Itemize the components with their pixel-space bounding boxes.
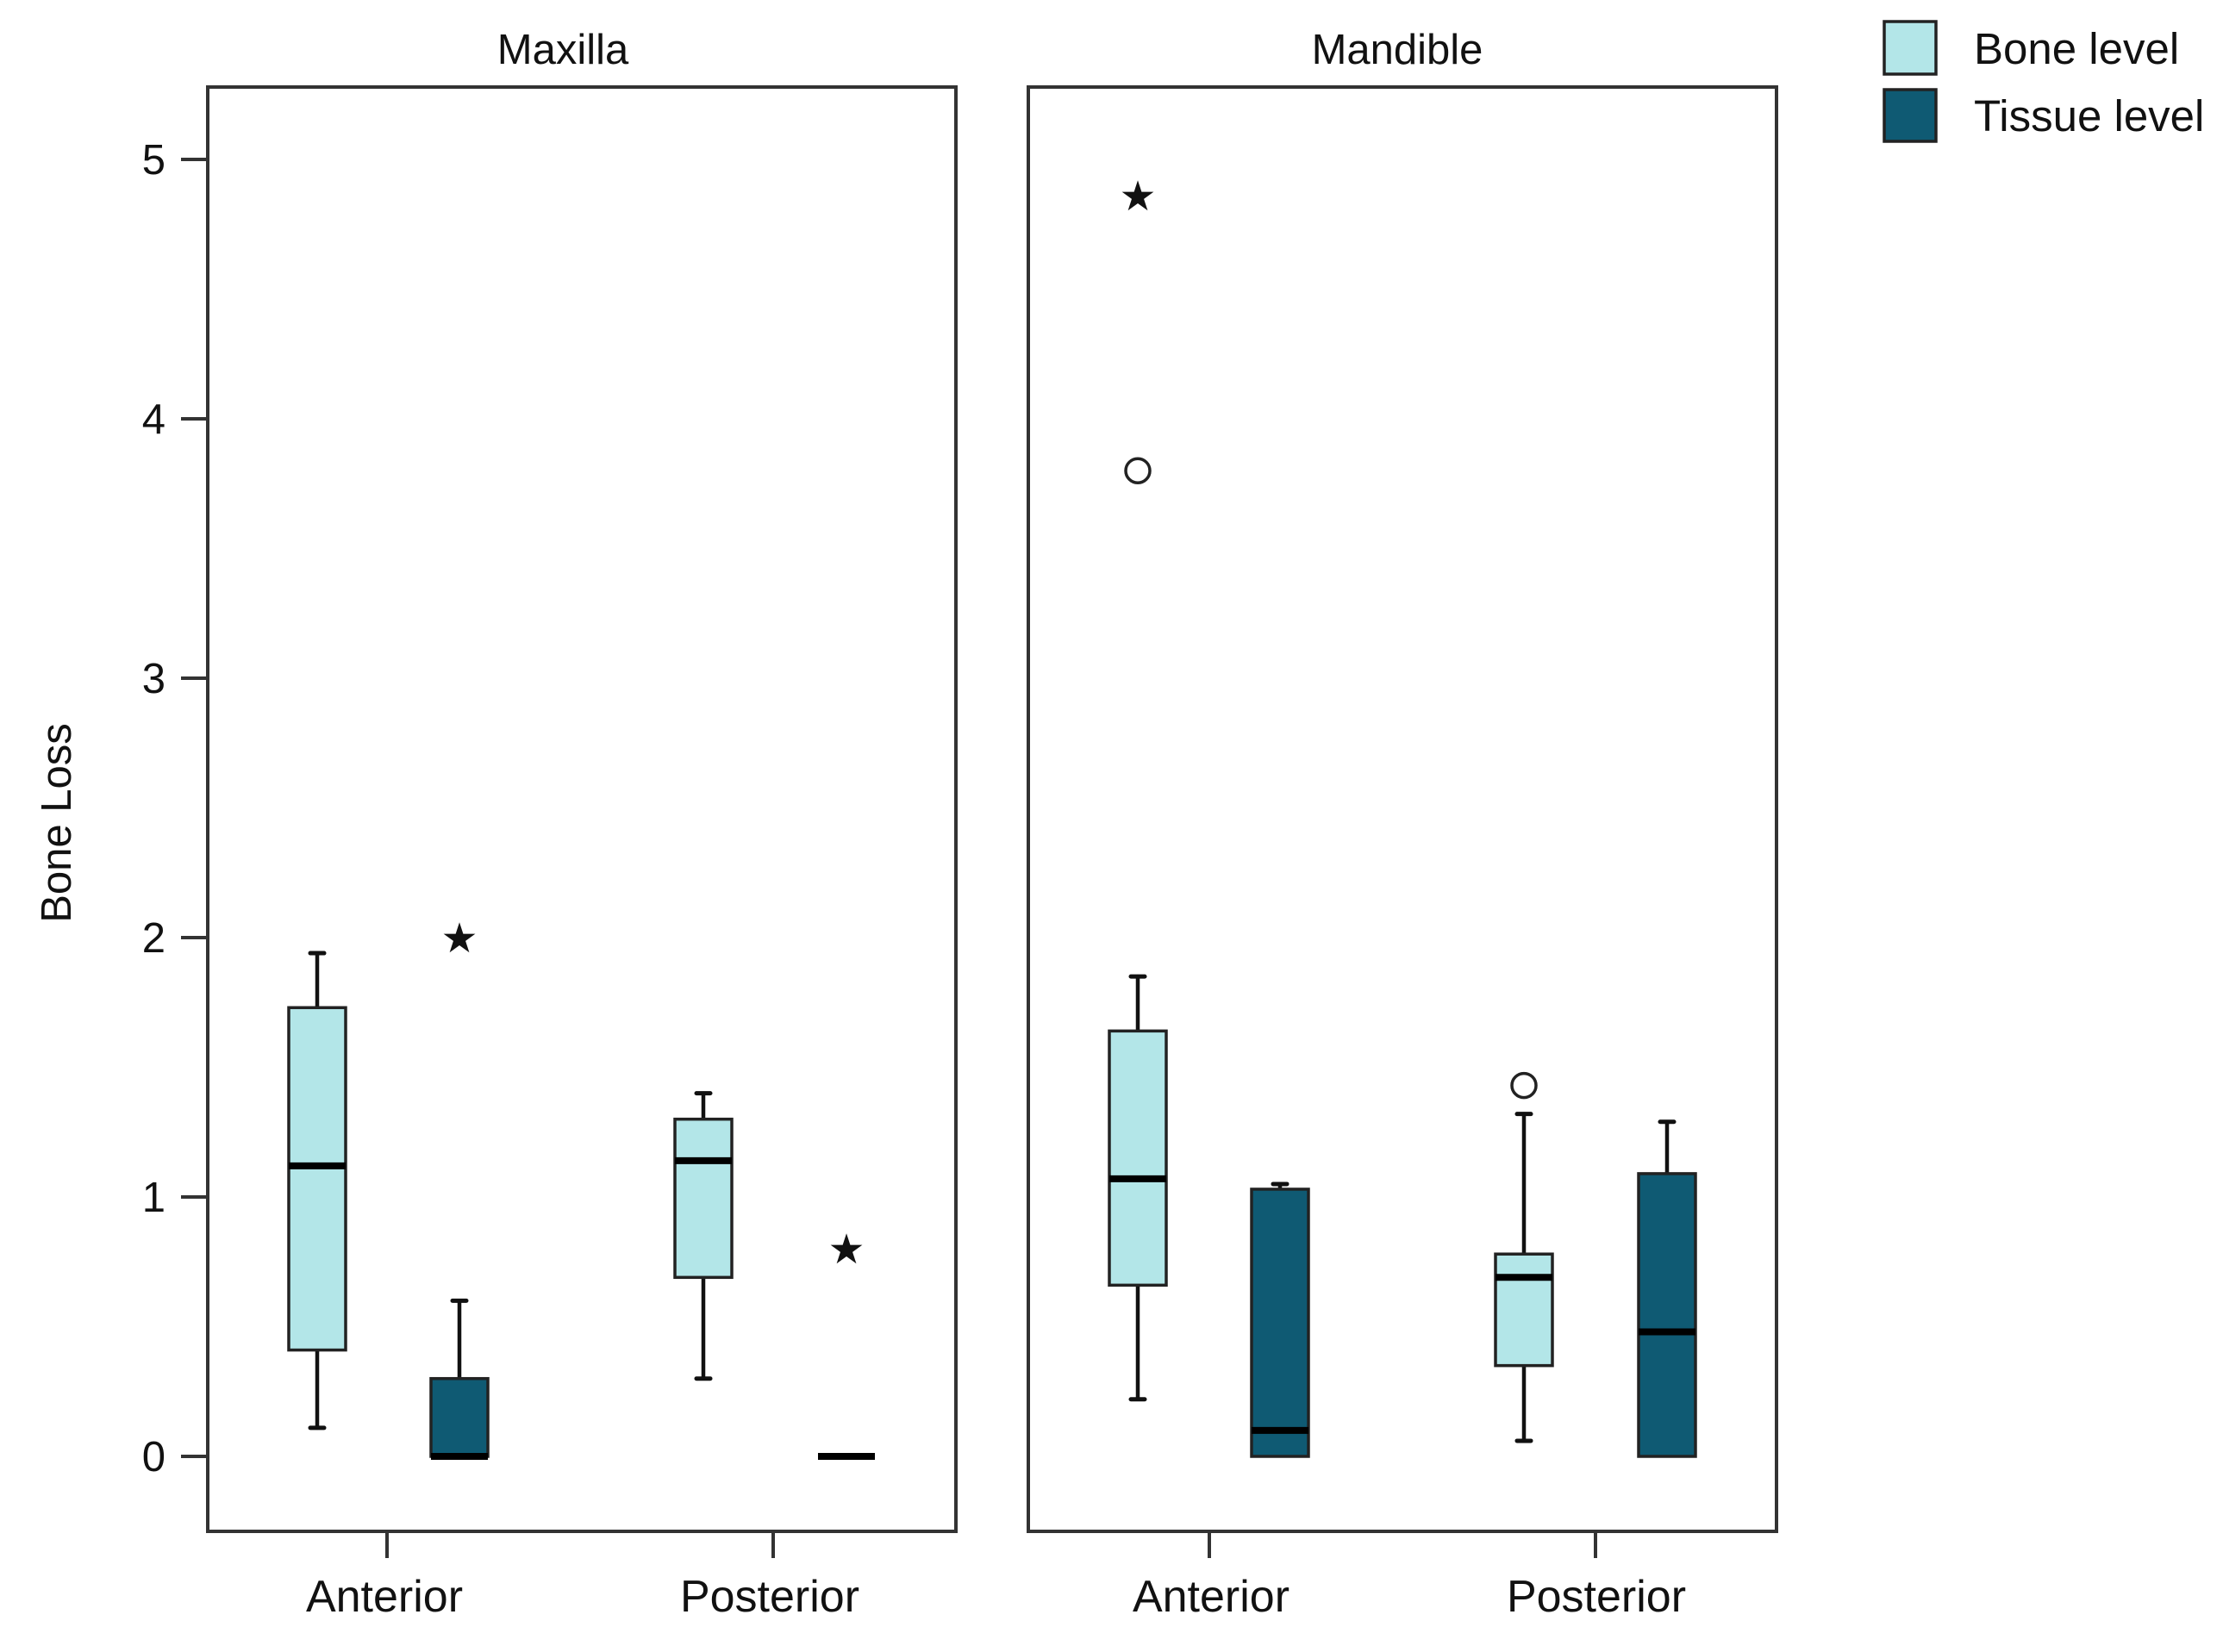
ytick-label-2: 2 (142, 915, 165, 962)
legend-swatch-tissue-level (1883, 88, 1938, 143)
box-mandible-anterior-bone-level: ★ (1108, 172, 1168, 1402)
box-body-maxilla-posterior-bone-level (673, 1117, 734, 1280)
outlier-star-mandible-anterior-bone-level-1: ★ (1119, 172, 1156, 221)
ytick-label-1: 1 (142, 1175, 165, 1221)
y-axis-label: Bone Loss (34, 723, 80, 923)
panel-mandible: Mandible Anterior Posterior ★ (1027, 27, 1778, 1622)
outlier-circle-mandible-posterior-bone-level-0 (1510, 1071, 1538, 1100)
box-body-maxilla-anterior-tissue-level (429, 1376, 490, 1458)
box-body-mandible-anterior-bone-level (1108, 1029, 1168, 1287)
panel-maxilla: Maxilla Anterior Posterior ★★ (206, 27, 958, 1622)
panel-maxilla-xtick-anterior: Anterior (306, 1572, 463, 1622)
ytick-label-0: 0 (142, 1434, 165, 1481)
box-mandible-posterior-tissue-level (1637, 1119, 1697, 1458)
outlier-circle-mandible-anterior-bone-level-0 (1124, 457, 1152, 484)
panel-maxilla-title: Maxilla (497, 27, 629, 73)
box-maxilla-anterior-tissue-level: ★ (429, 914, 490, 1460)
ytick-label-5: 5 (142, 137, 165, 184)
box-maxilla-anterior-bone-level (287, 951, 347, 1431)
y-axis: 0 1 2 3 4 5 (142, 137, 208, 1481)
legend-label-tissue-level: Tissue level (1974, 91, 2204, 140)
box-body-mandible-posterior-bone-level (1494, 1252, 1554, 1368)
panel-mandible-xtick-posterior: Posterior (1507, 1572, 1686, 1622)
box-body-maxilla-anterior-bone-level (287, 1006, 347, 1352)
outlier-star-maxilla-anterior-tissue-level-0: ★ (440, 914, 478, 963)
panel-maxilla-marks: ★★ (287, 914, 875, 1460)
legend: Bone level Tissue level (1883, 20, 2204, 143)
outlier-star-maxilla-posterior-tissue-level-0: ★ (827, 1225, 865, 1274)
panel-mandible-marks: ★ (1108, 172, 1697, 1458)
legend-label-bone-level: Bone level (1974, 24, 2179, 73)
legend-swatch-bone-level (1883, 20, 1938, 76)
panel-maxilla-xtick-posterior: Posterior (680, 1572, 859, 1622)
panel-mandible-title: Mandible (1312, 27, 1483, 73)
box-maxilla-posterior-tissue-level: ★ (818, 1225, 875, 1460)
ytick-label-4: 4 (142, 396, 165, 443)
box-maxilla-posterior-bone-level (673, 1091, 734, 1381)
panel-mandible-xtick-anterior: Anterior (1133, 1572, 1289, 1622)
x-axis-ticks (385, 1531, 1597, 1558)
box-mandible-anterior-tissue-level (1250, 1181, 1310, 1458)
box-body-mandible-anterior-tissue-level (1250, 1188, 1310, 1458)
box-mandible-posterior-bone-level (1494, 1071, 1554, 1443)
ytick-label-3: 3 (142, 656, 165, 702)
box-body-mandible-posterior-tissue-level (1637, 1172, 1697, 1458)
